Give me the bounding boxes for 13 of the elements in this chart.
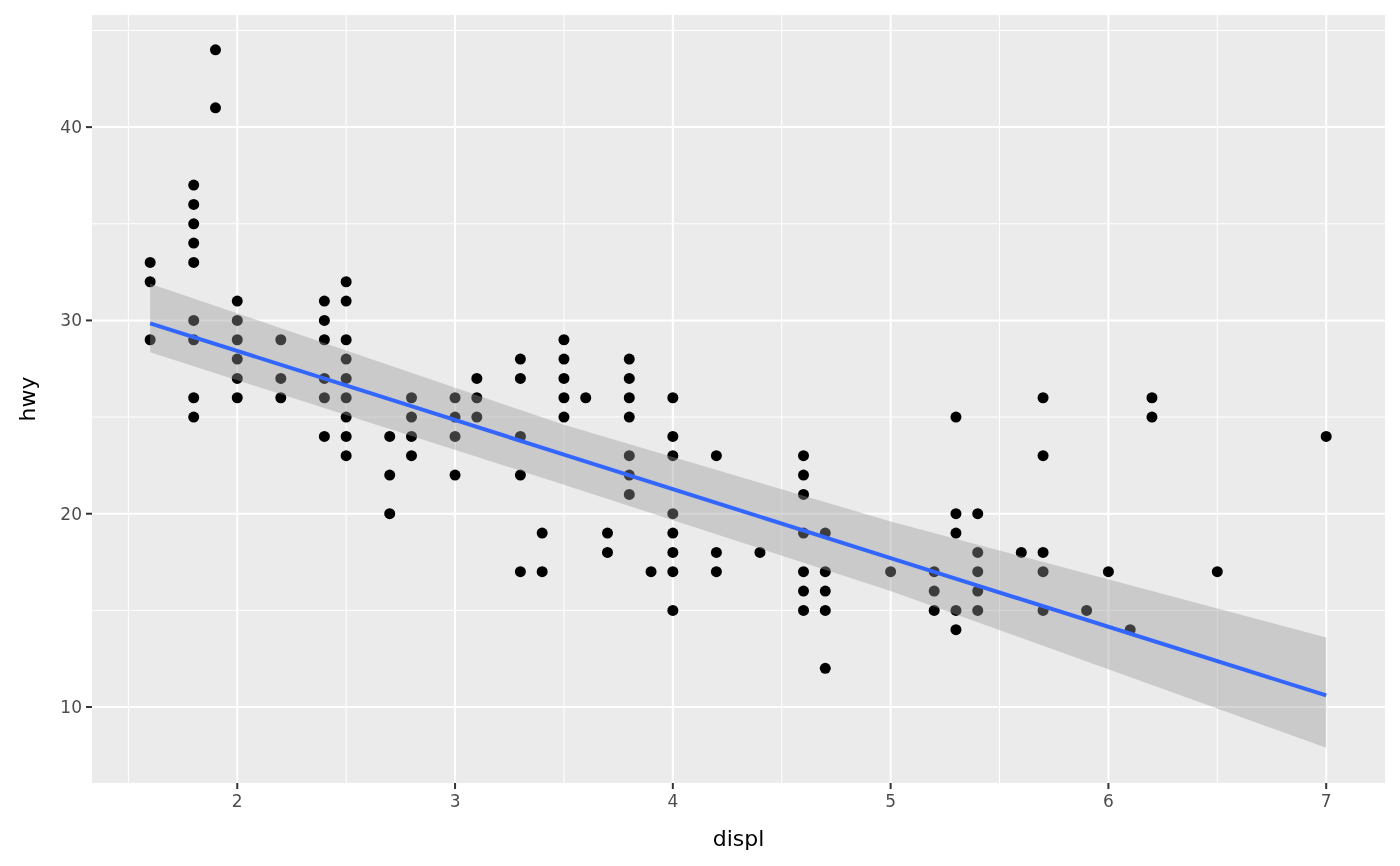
- line-series: [148, 321, 1329, 698]
- x-tick-label: 2: [231, 791, 243, 811]
- x-tick-label: 7: [1320, 791, 1332, 811]
- x-tick-label: 4: [667, 791, 679, 811]
- y-tick-label: 40: [60, 117, 82, 138]
- x-tick-label: 3: [449, 791, 461, 811]
- x-axis-title: displ: [712, 826, 765, 851]
- y-tick-label: 10: [60, 697, 82, 718]
- y-tick-label: 30: [60, 310, 82, 331]
- y-axis-title: hwy: [15, 376, 40, 422]
- x-tick-label: 5: [885, 791, 897, 811]
- x-tick-label: 6: [1103, 791, 1114, 811]
- y-tick-label: 20: [60, 503, 82, 524]
